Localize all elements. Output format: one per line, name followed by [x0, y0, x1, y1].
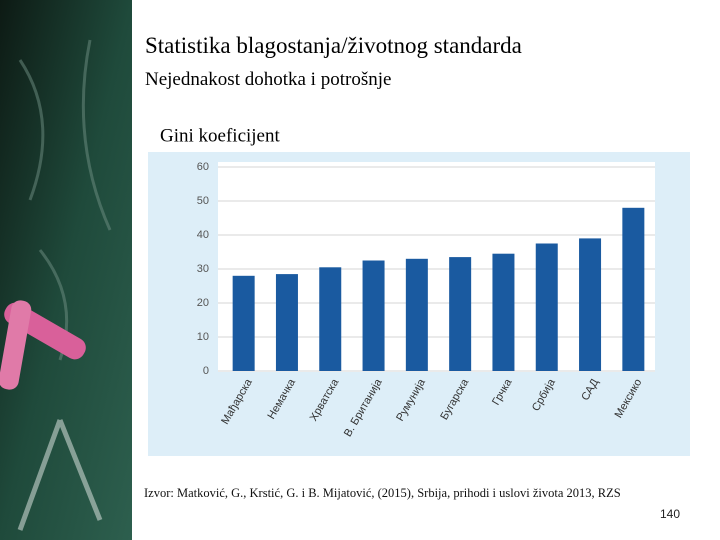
y-tick-label: 40	[197, 229, 209, 241]
y-tick-label: 0	[203, 365, 209, 377]
bar	[232, 275, 255, 371]
y-tick-label: 30	[197, 263, 209, 275]
slide-title: Statistika blagostanja/životnog standard…	[145, 33, 522, 58]
bar	[362, 260, 385, 371]
y-tick-label: 10	[197, 331, 209, 343]
bar	[319, 267, 342, 371]
page-number: 140	[660, 507, 681, 521]
chalk-line	[17, 419, 103, 531]
bar	[449, 257, 472, 371]
slide-subtitle: Nejednakost dohotka i potrošnje	[145, 69, 392, 90]
y-tick-label: 20	[197, 297, 209, 309]
bar	[492, 253, 515, 371]
chart-title: Gini koeficijent	[160, 125, 280, 146]
source-note: Izvor: Matković, G., Krstić, G. i B. Mij…	[144, 486, 621, 500]
y-tick-label: 50	[197, 195, 209, 207]
bar	[535, 243, 558, 371]
bar	[405, 258, 428, 371]
bar	[622, 207, 645, 371]
chalkboard	[0, 0, 132, 540]
bar	[579, 238, 602, 371]
bar	[275, 274, 298, 371]
chalk-stick	[0, 300, 32, 390]
y-tick-label: 60	[197, 161, 209, 173]
